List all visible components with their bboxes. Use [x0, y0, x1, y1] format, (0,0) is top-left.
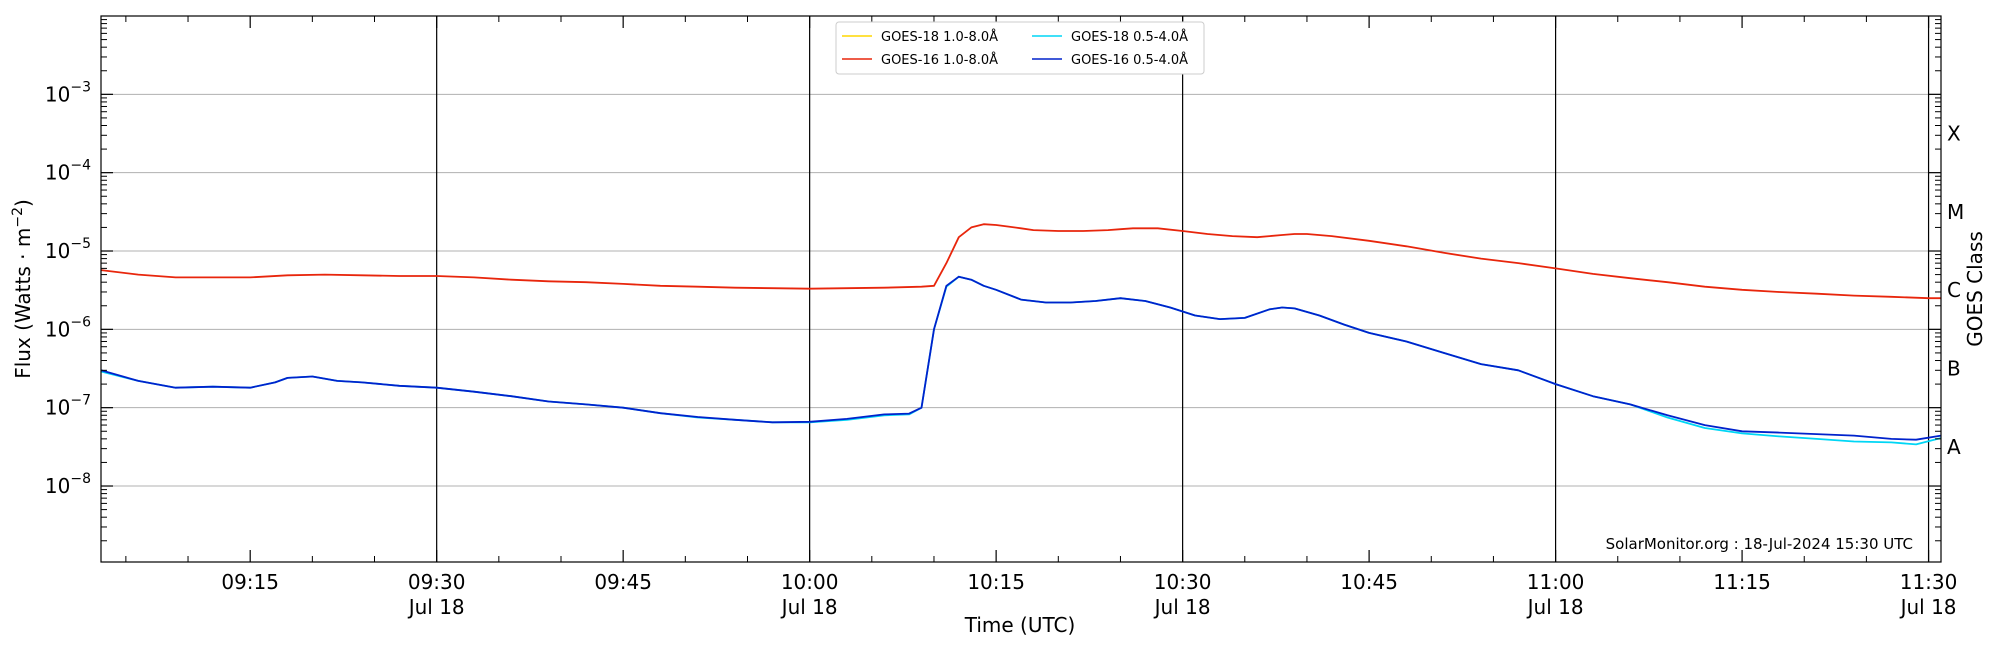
goes-class-m: M	[1947, 200, 1964, 224]
y-tick-exponent-3: −6	[70, 314, 91, 330]
y-tick-base-5: 10	[45, 474, 70, 498]
series-line-1	[100, 223, 1941, 300]
x-tick-label-5: 10:30	[1154, 570, 1212, 594]
y-axis-title-close: )	[11, 199, 35, 207]
plot-frame	[100, 15, 1942, 563]
legend-entries: GOES-18 1.0-8.0Å GOES-16 1.0-8.0Å GOES-18 …	[842, 29, 1188, 68]
y-axis-title-exponent: −2	[10, 207, 26, 228]
goes-class-x: X	[1947, 122, 1961, 146]
x-tick-sublabel-9: Jul 18	[1899, 595, 1957, 619]
y-tick-label-2: 10−5	[45, 236, 91, 263]
day-boundary-lines	[436, 16, 1930, 562]
legend-label-0: GOES-18 1.0-8.0Å	[881, 29, 998, 45]
goes-class-labels: X M C B A	[1947, 122, 1964, 459]
y-tick-base-2: 10	[45, 239, 70, 263]
y-tick-label-5: 10−8	[45, 471, 91, 498]
y-tick-labels: 10−310−410−510−610−710−8	[45, 79, 91, 498]
grid-lines	[101, 93, 1941, 487]
series-lines	[100, 223, 1942, 446]
goes-class-a: A	[1947, 435, 1961, 459]
y-tick-label-1: 10−4	[45, 158, 91, 185]
legend-label-1: GOES-16 1.0-8.0Å	[881, 52, 998, 68]
y-tick-exponent-2: −5	[70, 236, 91, 252]
series-line-3	[100, 275, 1942, 441]
x-tick-sublabel-3: Jul 18	[780, 595, 838, 619]
legend-box	[835, 21, 1205, 75]
x-tick-label-2: 09:45	[594, 570, 652, 594]
legend-label-3: GOES-16 0.5-4.0Å	[1071, 52, 1188, 68]
x-tick-sublabel-1: Jul 18	[407, 595, 465, 619]
y-tick-base-1: 10	[45, 161, 70, 185]
legend: GOES-18 1.0-8.0Å GOES-16 1.0-8.0Å GOES-18 …	[835, 21, 1205, 75]
y-axis-title: Flux (Watts · m−2)	[10, 199, 35, 379]
x-tick-label-0: 09:15	[221, 570, 279, 594]
y-tick-base-0: 10	[45, 82, 70, 106]
x-tick-label-4: 10:15	[967, 570, 1025, 594]
x-tick-label-8: 11:15	[1713, 570, 1771, 594]
x-tick-label-7: 11:00	[1527, 570, 1585, 594]
x-tick-label-9: 11:30	[1900, 570, 1958, 594]
y-tick-base-4: 10	[45, 396, 70, 420]
axis-ticks	[101, 16, 1941, 562]
goes-class-c: C	[1947, 278, 1961, 302]
credit-text: SolarMonitor.org : 18-Jul-2024 15:30 UTC	[1606, 535, 1913, 553]
y-tick-exponent-0: −3	[70, 79, 91, 95]
y-tick-label-0: 10−3	[45, 79, 91, 106]
y-tick-label-3: 10−6	[45, 314, 91, 341]
legend-label-2: GOES-18 0.5-4.0Å	[1071, 29, 1188, 45]
y-tick-exponent-1: −4	[70, 158, 91, 174]
x-tick-sublabel-7: Jul 18	[1526, 595, 1584, 619]
y-tick-exponent-4: −7	[70, 393, 91, 409]
goes-class-b: B	[1947, 357, 1961, 381]
x-tick-label-1: 09:30	[408, 570, 466, 594]
y-tick-base-3: 10	[45, 317, 70, 341]
y-axis-title-main: Flux (Watts · m	[11, 228, 35, 379]
right-axis-title: GOES Class	[1963, 231, 1987, 347]
x-tick-sublabel-5: Jul 18	[1153, 595, 1211, 619]
y-tick-label-4: 10−7	[45, 393, 91, 420]
series-line-2	[100, 275, 1942, 446]
x-tick-label-6: 10:45	[1340, 570, 1398, 594]
x-tick-label-3: 10:00	[781, 570, 839, 594]
y-tick-exponent-5: −8	[70, 471, 91, 487]
x-axis-title: Time (UTC)	[964, 613, 1076, 637]
